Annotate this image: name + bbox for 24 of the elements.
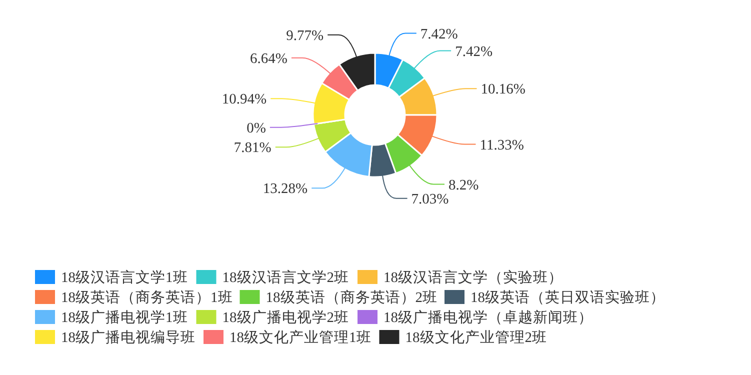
data-label: 7.42% <box>455 44 493 60</box>
data-label: 11.33% <box>480 137 524 154</box>
legend-label: 18级文化产业管理2班 <box>405 329 547 346</box>
legend-label: 18级广播电视编导班 <box>61 329 196 346</box>
data-label: 7.03% <box>411 191 449 208</box>
legend-label: 18级广播电视学1班 <box>61 309 188 326</box>
data-label: 9.77% <box>286 28 324 44</box>
data-label: 13.28% <box>262 181 308 198</box>
data-label: 10.16% <box>480 82 526 98</box>
legend-label: 18级汉语言文学（实验班） <box>384 269 563 286</box>
data-label: 10.94% <box>222 92 267 108</box>
data-label: 6.64% <box>250 50 288 67</box>
legend-label: 18级汉语言文学1班 <box>61 269 188 286</box>
legend-label: 18级英语（英日双语实验班） <box>470 289 665 306</box>
legend-label: 18级广播电视学（卓越新闻班） <box>384 309 593 326</box>
legend-label: 18级英语（商务英语）1班 <box>61 289 233 306</box>
data-label: 8.2% <box>448 177 479 194</box>
legend-label: 18级文化产业管理1班 <box>230 329 372 346</box>
data-label: 7.81% <box>234 140 272 156</box>
text: 0% <box>246 120 266 136</box>
legend-label: 18级英语（商务英语）2班 <box>266 289 438 306</box>
legend-label: 18级汉语言文学2班 <box>222 269 349 286</box>
data-label: 7.42% <box>420 26 458 42</box>
legend-label: 18级广播电视学2班 <box>222 309 349 326</box>
